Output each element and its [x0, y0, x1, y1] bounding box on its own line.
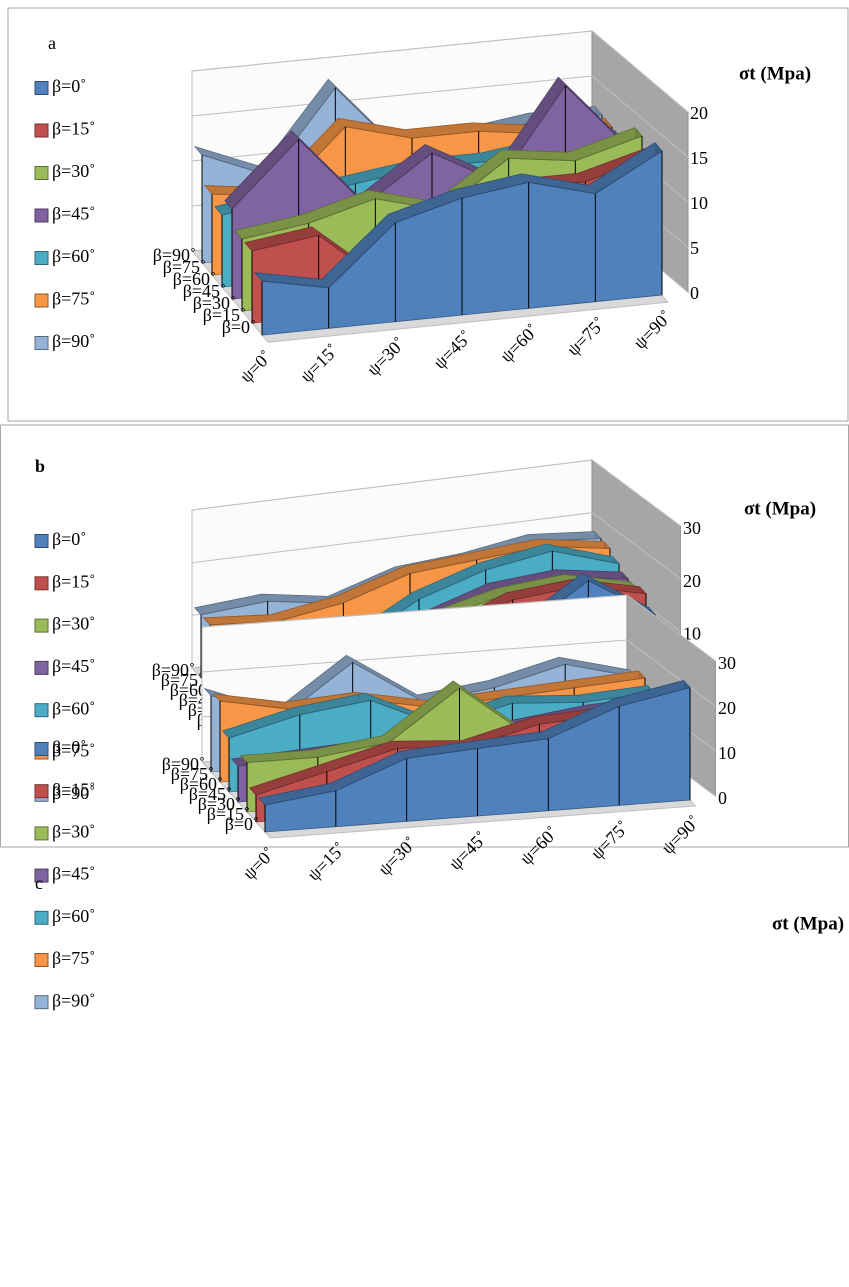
legend-label: β=60˚ — [52, 698, 95, 718]
legend-swatch — [34, 784, 49, 799]
legend-label: β=0˚ — [52, 76, 86, 96]
y-tick-label: 5 — [690, 238, 699, 258]
grid-line — [191, 30, 689, 113]
y-axis-title: σt (Mpa) — [744, 498, 816, 519]
legend-swatch — [34, 703, 49, 718]
x-tick-label: ψ=75˚ — [587, 817, 633, 863]
y-tick-label: 20 — [683, 571, 701, 591]
x-tick-label: ψ=0˚ — [236, 347, 276, 387]
legend-swatch — [34, 995, 49, 1010]
legend-swatch — [34, 826, 49, 841]
legend-label: β=45˚ — [52, 656, 95, 676]
legend-label: β=90˚ — [52, 783, 95, 803]
legend-label: β=75˚ — [52, 948, 95, 968]
depth-label: β=15˚ — [203, 305, 246, 325]
y-tick-label: 10 — [690, 193, 708, 213]
depth-label: β=90˚ — [162, 754, 205, 774]
depth-label: β=45˚ — [189, 784, 232, 804]
legend-label: β=30˚ — [52, 161, 95, 181]
legend-label: β=45˚ — [52, 864, 95, 884]
depth-label: β=0˚ — [225, 814, 259, 834]
depth-label: β=0˚ — [222, 317, 256, 337]
legend-swatch — [34, 660, 49, 675]
legend-swatch — [34, 293, 49, 308]
y-tick-label: 20 — [690, 103, 708, 123]
depth-label: β=60˚ — [180, 774, 223, 794]
y-axis-title: σt (Mpa) — [739, 63, 811, 84]
x-tick-label: ψ=75˚ — [563, 313, 609, 359]
legend-label: β=60˚ — [52, 906, 95, 926]
depth-label: β=60˚ — [173, 269, 216, 289]
y-tick-label: 10 — [718, 743, 736, 763]
y-tick-label: 30 — [718, 653, 736, 673]
depth-label: β=30˚ — [193, 293, 236, 313]
x-tick-label: ψ=90˚ — [629, 307, 675, 353]
y-tick-label: 10 — [683, 623, 701, 643]
x-tick-label: ψ=90˚ — [657, 812, 703, 858]
legend-label: β=15˚ — [52, 779, 95, 799]
panel-label: b — [35, 456, 45, 476]
legend-label: β=0˚ — [52, 737, 86, 757]
x-tick-label: ψ=30˚ — [374, 833, 420, 879]
x-tick-label: ψ=15˚ — [296, 340, 342, 386]
legend-swatch — [34, 123, 49, 138]
y-tick-label: 0 — [718, 788, 727, 808]
depth-label: β=75˚ — [163, 257, 206, 277]
legend-swatch — [34, 953, 49, 967]
legend-swatch — [34, 910, 49, 925]
legend-swatch — [34, 534, 49, 548]
legend-label: β=90˚ — [52, 990, 95, 1010]
x-tick-label: ψ=15˚ — [303, 838, 349, 884]
legend-swatch — [34, 166, 49, 180]
y-tick-label: 20 — [718, 698, 736, 718]
legend-label: β=15˚ — [52, 571, 95, 591]
x-tick-label: ψ=45˚ — [445, 828, 491, 874]
legend-label: β=60˚ — [52, 246, 95, 266]
depth-label: β=90˚ — [152, 660, 195, 680]
y-axis-title: σt (Mpa) — [772, 913, 844, 934]
x-tick-label: ψ=60˚ — [496, 320, 542, 366]
y-tick-label: 0 — [690, 283, 699, 303]
legend-label: β=90˚ — [52, 331, 95, 351]
x-tick-label: ψ=0˚ — [239, 844, 279, 884]
legend-label: β=30˚ — [52, 822, 95, 842]
depth-label: β=15˚ — [207, 804, 250, 824]
depth-label: β=75˚ — [171, 764, 214, 784]
legend-swatch — [34, 742, 49, 756]
x-tick-label: ψ=60˚ — [516, 822, 562, 868]
depth-label: β=90˚ — [153, 245, 196, 265]
x-tick-label: ψ=30˚ — [363, 333, 409, 379]
panel-label: a — [48, 33, 56, 53]
legend-swatch — [34, 251, 49, 265]
legend-swatch — [34, 618, 49, 633]
legend-label: β=30˚ — [52, 614, 95, 634]
legend-label: β=45˚ — [52, 204, 95, 224]
y-tick-label: 15 — [690, 148, 708, 168]
x-tick-label: ψ=45˚ — [429, 327, 475, 373]
legend-label: β=75˚ — [52, 289, 95, 309]
legend-label: β=0˚ — [52, 529, 86, 549]
legend-swatch — [34, 208, 49, 223]
grid-line — [191, 512, 681, 580]
legend-label: β=15˚ — [52, 119, 95, 139]
y-tick-label: 30 — [683, 518, 701, 538]
grid-line — [191, 459, 681, 527]
legend-swatch — [34, 576, 49, 591]
legend-swatch — [34, 868, 49, 883]
panel-label: c — [35, 873, 43, 893]
depth-label: β=30˚ — [198, 794, 241, 814]
depth-label: β=45˚ — [183, 281, 226, 301]
grid-line — [201, 594, 716, 662]
panel-frame — [7, 7, 849, 422]
depth-label: β=75˚ — [161, 670, 204, 690]
legend-swatch — [34, 81, 49, 95]
legend-swatch — [34, 336, 49, 350]
legend-label: β=75˚ — [52, 741, 95, 761]
